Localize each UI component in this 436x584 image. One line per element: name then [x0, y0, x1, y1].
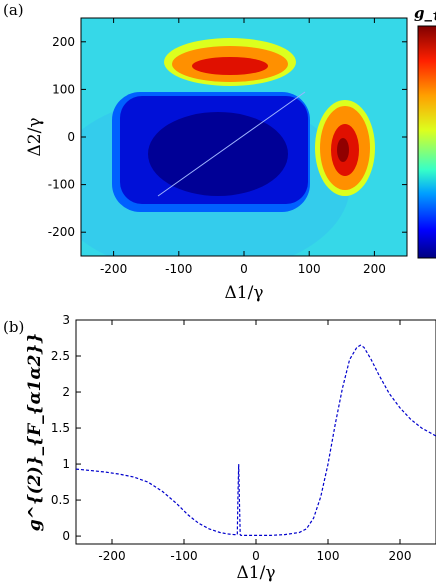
line-chart-y-tick-label: 3	[62, 313, 70, 327]
heatmap-x-axis-label: Δ1/γ	[225, 283, 264, 303]
line-chart-y-tick-label: 0	[62, 529, 70, 543]
heatmap-y-tick-label: -200	[48, 225, 75, 239]
colorbar	[417, 25, 436, 259]
heatmap	[81, 18, 407, 256]
line-chart-y-tick-label: 2	[62, 385, 70, 399]
line-chart-y-tick-label: 1.5	[51, 421, 70, 435]
line-chart-y-tick-label: 0.5	[51, 493, 70, 507]
heatmap-y-tick-label: 200	[52, 35, 75, 49]
heatmap-max-right-peak	[337, 138, 349, 162]
heatmap-y-tick-label: 100	[52, 82, 75, 96]
panel-b-label: (b)	[3, 318, 24, 336]
heatmap-x-tick-label: 0	[240, 262, 248, 276]
panel-a-label: (a)	[3, 1, 24, 19]
heatmap-y-tick-label: 0	[67, 130, 75, 144]
line-chart-axes: -200 -100 0 100 200 0 0.5 1 1.5 2 2.5 3	[51, 313, 436, 563]
line-chart-y-tick-label: 1	[62, 457, 70, 471]
line-chart-plot	[76, 344, 436, 537]
line-chart-x-tick-label: -200	[98, 549, 125, 563]
heatmap-x-tick-label: 100	[298, 262, 321, 276]
line-chart-frame	[75, 319, 436, 545]
heatmap-x-tick-label: -100	[165, 262, 192, 276]
line-chart-x-tick-label: 200	[389, 549, 412, 563]
heatmap-y-axis-label: Δ2/γ	[25, 118, 45, 157]
line-series-0	[76, 344, 436, 537]
heatmap-y-tick-label: -100	[48, 178, 75, 192]
colorbar-title: g_{F_{α1}}	[414, 4, 436, 22]
line-chart-x-tick-label: -100	[170, 549, 197, 563]
line-chart-y-tick-label: 2.5	[51, 349, 70, 363]
heatmap-axes: -200 -100 0 100 200 200 100 0 -100 -200	[48, 17, 408, 276]
line-chart-x-tick-label: 0	[252, 549, 260, 563]
line-chart-y-axis-label: g^{(2)}_{F_{α1α2}}	[25, 333, 45, 532]
heatmap-diagonal	[157, 91, 306, 197]
heatmap-max-upper-core	[192, 57, 268, 75]
line-chart-x-axis-label: Δ1/γ	[237, 563, 276, 583]
heatmap-x-tick-label: -200	[100, 262, 127, 276]
line-chart-x-tick-label: 100	[317, 549, 340, 563]
heatmap-x-tick-label: 200	[363, 262, 386, 276]
